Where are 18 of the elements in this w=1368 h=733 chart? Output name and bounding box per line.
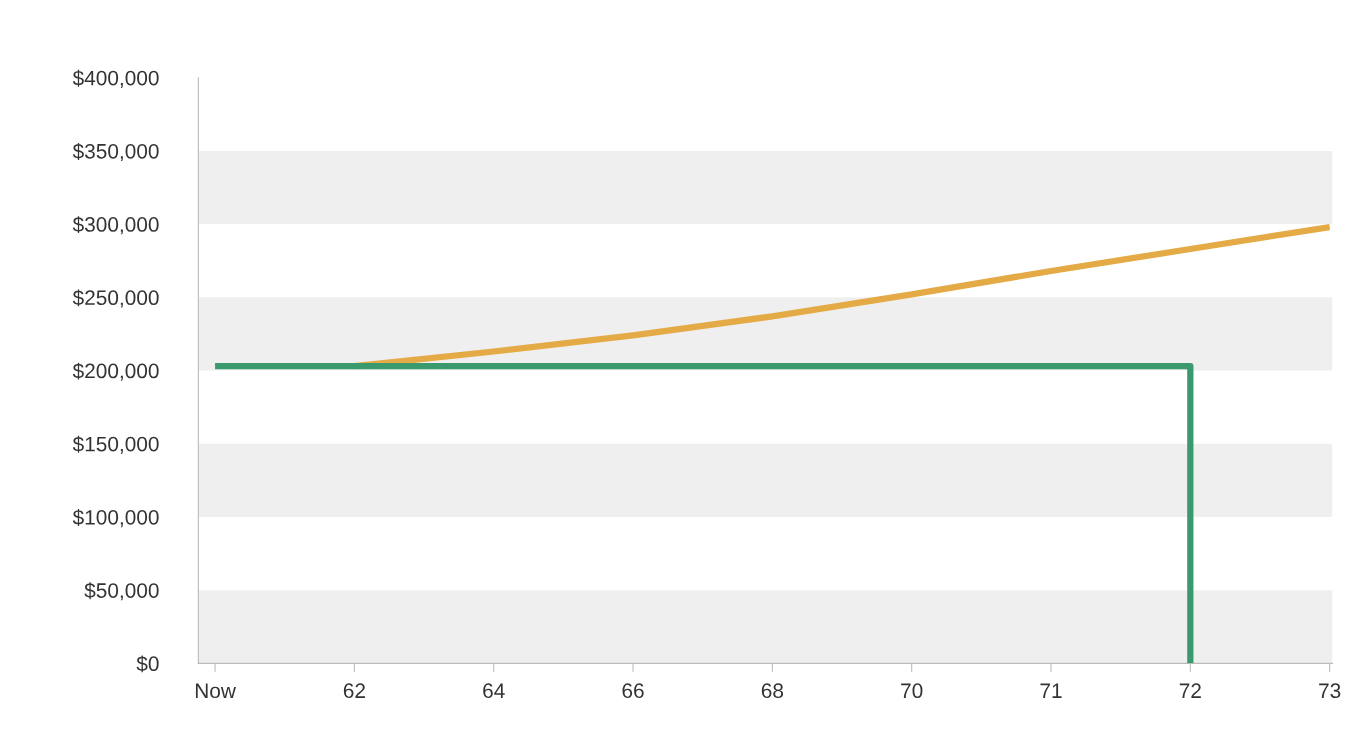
y-tick-label: $200,000 bbox=[72, 362, 159, 381]
y-tick-label: $50,000 bbox=[84, 582, 159, 601]
y-tick-label: $300,000 bbox=[72, 216, 159, 235]
y-tick-label: $400,000 bbox=[72, 69, 159, 88]
y-tick-label: $350,000 bbox=[72, 143, 159, 162]
y-tick-label: $100,000 bbox=[72, 509, 159, 528]
x-tick-label: 62 bbox=[343, 683, 365, 699]
x-tick-label: 72 bbox=[1179, 683, 1201, 698]
y-tick-label: $150,000 bbox=[72, 435, 159, 454]
x-tick-label: 70 bbox=[901, 683, 923, 699]
x-tick-label: 73 bbox=[1319, 683, 1341, 699]
x-tick-label: 66 bbox=[622, 683, 644, 699]
x-tick-label: 68 bbox=[761, 683, 784, 699]
x-tick-label: Now bbox=[195, 683, 236, 699]
y-tick-label: $250,000 bbox=[72, 289, 159, 308]
x-tick-label: 64 bbox=[483, 683, 505, 699]
x-tick-label: 71 bbox=[1040, 683, 1062, 698]
y-tick-label: $0 bbox=[136, 655, 159, 673]
